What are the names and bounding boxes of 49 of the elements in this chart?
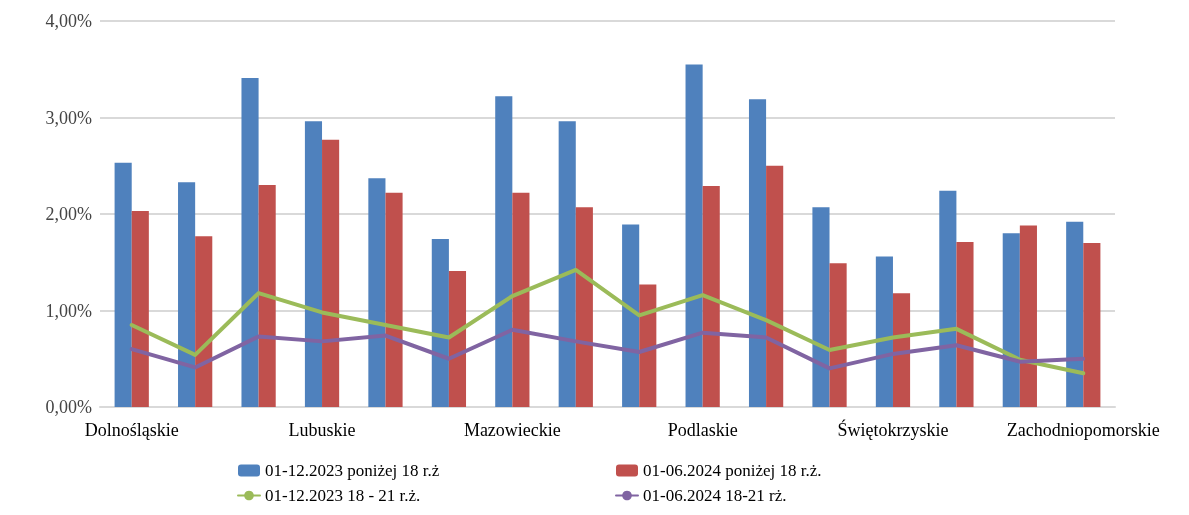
bar — [892, 293, 911, 407]
x-tick-label: Świętokrzyskie — [837, 419, 949, 440]
bar — [448, 270, 467, 407]
x-tick-label: Lubuskie — [288, 420, 356, 440]
bar — [812, 207, 830, 407]
bar — [575, 207, 593, 407]
y-tick-label: 1,00% — [45, 300, 92, 321]
y-tick-label: 4,00% — [45, 11, 92, 31]
bar — [1066, 221, 1084, 407]
x-tick-label: Mazowieckie — [463, 420, 561, 440]
line-series — [129, 327, 1086, 371]
bar — [558, 121, 576, 407]
bar — [875, 256, 893, 407]
bar — [114, 162, 132, 407]
bar — [1019, 225, 1037, 407]
y-tick-label: 0,00% — [45, 397, 92, 417]
bar — [178, 182, 196, 407]
bar — [304, 121, 323, 407]
bar — [195, 236, 213, 407]
bar — [956, 241, 974, 407]
bar — [1002, 233, 1020, 407]
bar — [241, 77, 259, 407]
bar — [622, 224, 640, 407]
bar — [495, 96, 513, 407]
bar — [685, 64, 703, 407]
bar — [748, 99, 767, 407]
bar — [131, 211, 149, 407]
bar — [639, 284, 657, 407]
y-tick-label: 2,00% — [45, 204, 92, 224]
bar — [512, 192, 530, 407]
bar — [368, 178, 386, 407]
bar — [1083, 242, 1101, 407]
legend-label: 01-06.2024 poniżej 18 r.ż. — [643, 461, 822, 480]
legend-label: 01-06.2024 18-21 rż. — [643, 486, 787, 505]
bar — [702, 186, 720, 407]
line-series — [129, 267, 1086, 376]
y-tick-label: 3,00% — [45, 107, 92, 128]
x-tick-label: Dolnośląskie — [84, 420, 179, 440]
bar — [385, 192, 403, 407]
x-tick-label: Podlaskie — [667, 420, 738, 440]
bar — [829, 263, 847, 407]
bar — [258, 185, 276, 407]
bar — [322, 139, 340, 407]
legend-label: 01-12.2023 18 - 21 r.ż. — [265, 486, 421, 505]
legend-label: 01-12.2023 poniżej 18 r.ż — [265, 461, 440, 480]
bar — [939, 190, 957, 407]
bar — [431, 239, 449, 407]
x-tick-label: Zachodniopomorskie — [1006, 420, 1160, 440]
bar — [766, 165, 784, 407]
